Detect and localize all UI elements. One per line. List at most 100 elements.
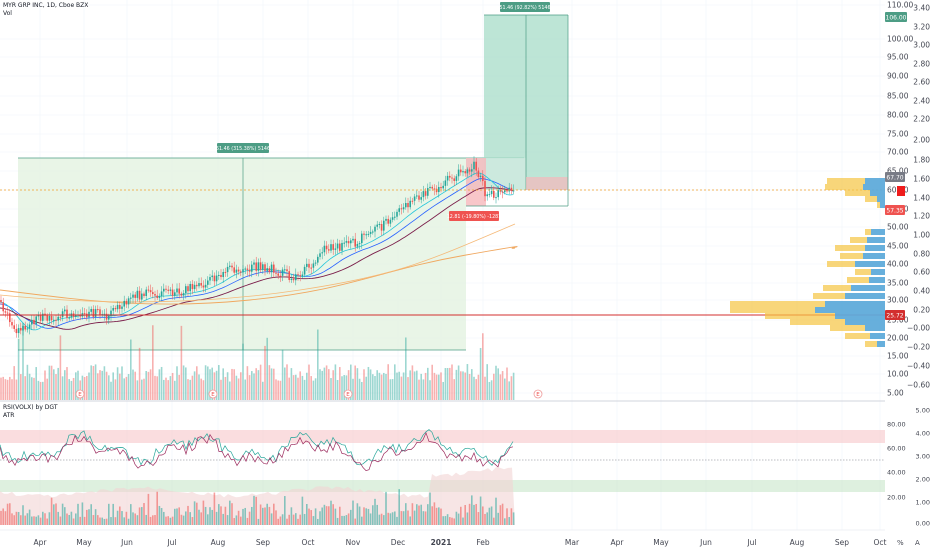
- time-axis-label: May: [76, 538, 92, 547]
- price-axis-label: 40.00: [887, 260, 909, 269]
- price-axis-label: 65.00: [887, 167, 909, 176]
- auto-scale-toggle[interactable]: A: [915, 539, 920, 547]
- price-axis-label: 100.00: [887, 35, 913, 44]
- atr-axis-label: 4.00: [916, 430, 930, 438]
- time-axis-label: Apr: [34, 538, 48, 547]
- candles: [0, 156, 515, 338]
- red-price-marker: [897, 186, 905, 196]
- secondary-axis-label: 1.40: [913, 194, 930, 203]
- earnings-marker-label: E: [78, 392, 82, 398]
- time-axis-label: Dec: [391, 538, 406, 547]
- atr-axis-label: 0.00: [916, 520, 930, 528]
- percent-scale-toggle[interactable]: %: [897, 539, 904, 547]
- secondary-axis-label: 1.60: [913, 175, 930, 184]
- last-price-badge: [885, 12, 907, 22]
- price-axis-label: 35.00: [887, 279, 909, 288]
- price-axis-label: 80.00: [887, 111, 909, 120]
- measure-big-label: 51.46 (315.38%) 5146: [216, 146, 270, 152]
- secondary-axis-label: −0.00: [907, 324, 930, 333]
- time-axis-label: Apr: [611, 538, 625, 547]
- measure-risk-badge: [449, 211, 499, 221]
- earnings-marker-label: E: [536, 392, 540, 398]
- current-price-badge: [885, 172, 905, 182]
- price-axis-label: 45.00: [887, 242, 909, 251]
- time-axis-label: Jun: [120, 538, 133, 547]
- measure-target-label: 51.46 (92.82%) 5146: [499, 5, 550, 11]
- stop-price-value: 57.35: [886, 208, 903, 215]
- secondary-axis-label: 1.20: [913, 212, 930, 221]
- secondary-axis-label: 3.40: [913, 4, 930, 13]
- price-axis-label: 30.00: [887, 296, 909, 305]
- price-axis-label: 75.00: [887, 130, 909, 139]
- secondary-axis-label: 1.00: [913, 231, 930, 240]
- time-axis-label: Oct: [874, 538, 887, 547]
- rsi-indicator-label: RSI(VOLX) by DGT: [3, 404, 58, 411]
- secondary-axis-label: −0.40: [907, 362, 930, 371]
- current-price-value: 67.70: [886, 175, 903, 182]
- secondary-axis-label: −0.60: [907, 381, 930, 390]
- rsi-axis-label: 80.00: [887, 421, 906, 429]
- last-price-value: 106.00: [886, 15, 907, 22]
- measure-risk-label: 12.81 (-19.80%) -1281: [447, 214, 502, 220]
- level-value: 25.72: [886, 313, 903, 320]
- price-axis-bg: [885, 0, 932, 550]
- atr-axis-label: 3.00: [916, 453, 930, 461]
- earnings-marker-label: E: [211, 392, 215, 398]
- secondary-axis-label: 0.80: [913, 250, 930, 259]
- time-axis-label: 2021: [431, 538, 452, 547]
- secondary-axis-label: −0.20: [907, 343, 930, 352]
- secondary-axis-label: 2.40: [913, 97, 930, 106]
- chart-title: MYR GRP INC, 1D, Cboe BZX: [3, 2, 89, 9]
- secondary-axis-label: 3.20: [913, 23, 930, 32]
- price-axis-label: 10.00: [887, 370, 909, 379]
- time-axis-label: Mar: [565, 538, 580, 547]
- time-axis-label: Aug: [790, 538, 805, 547]
- rsi-upper-band: [0, 430, 885, 443]
- price-axis-label: 95.00: [887, 53, 909, 62]
- right-secondary-axis[interactable]: 3.40 3.20 3.00 2.80 2.60 2.40 2.20 2.00 1.80 1.60…: [907, 4, 930, 390]
- atr-axis-label: 5.00: [916, 407, 930, 415]
- rsi-axis-label: 60.00: [887, 445, 906, 453]
- price-axis-label: 20.00: [887, 334, 909, 343]
- stop-price-badge: [885, 205, 905, 215]
- time-axis[interactable]: Apr May Jun Jul Aug Sep Oct Nov Dec 2021 Feb Mar Apr…: [34, 538, 887, 547]
- price-axis-label: 90.00: [887, 72, 909, 81]
- time-axis-label: Sep: [835, 538, 849, 547]
- price-axis-label: 50.00: [887, 223, 909, 232]
- risk-zone-right: [526, 177, 568, 190]
- rsi-axis-label: 20.00: [887, 494, 906, 502]
- time-axis-label: May: [653, 538, 669, 547]
- measure-box: [18, 158, 466, 350]
- rsi-lines: [0, 429, 514, 471]
- secondary-axis-label: 0.60: [913, 268, 930, 277]
- time-axis-label: Oct: [302, 538, 315, 547]
- volume-profile: [730, 178, 885, 347]
- earnings-marker-label: E: [346, 392, 350, 398]
- secondary-axis-label: 2.60: [913, 78, 930, 87]
- measure-big-badge: [217, 143, 269, 153]
- rsi-pane: [0, 429, 885, 525]
- atr-indicator-label: ATR: [3, 412, 15, 419]
- atr-axis-label: 2.00: [916, 476, 930, 484]
- main-pane: E E E E 51.46 (315.38%) 5146 51.46 (92.82%)…: [0, 0, 885, 530]
- time-axis-label: Jul: [746, 538, 756, 547]
- secondary-axis-label: 1.80: [913, 156, 930, 165]
- secondary-axis-label: 2.80: [913, 60, 930, 69]
- volume-label: Vol: [3, 10, 12, 17]
- rsi-volume-bars: [0, 489, 515, 525]
- atr-axis-label: 1.00: [916, 499, 930, 507]
- rsi-axis-label: 40.00: [887, 469, 906, 477]
- price-axis-label: 110.00: [887, 1, 913, 10]
- secondary-axis-label: 3.00: [913, 41, 930, 50]
- secondary-axis-label: 2.20: [913, 115, 930, 124]
- measure-target-badge: [500, 2, 550, 12]
- time-axis-label: Jun: [699, 538, 712, 547]
- price-axis-label: 5.00: [887, 389, 904, 398]
- time-axis-label: Sep: [256, 538, 270, 547]
- rsi-axis[interactable]: 80.00 60.00 40.00 20.00 5.00 4.00 3.00 2.00 1.00…: [887, 407, 930, 528]
- time-axis-label: Nov: [346, 538, 361, 547]
- secondary-axis-label: 0.20: [913, 306, 930, 315]
- time-axis-label: Aug: [211, 538, 226, 547]
